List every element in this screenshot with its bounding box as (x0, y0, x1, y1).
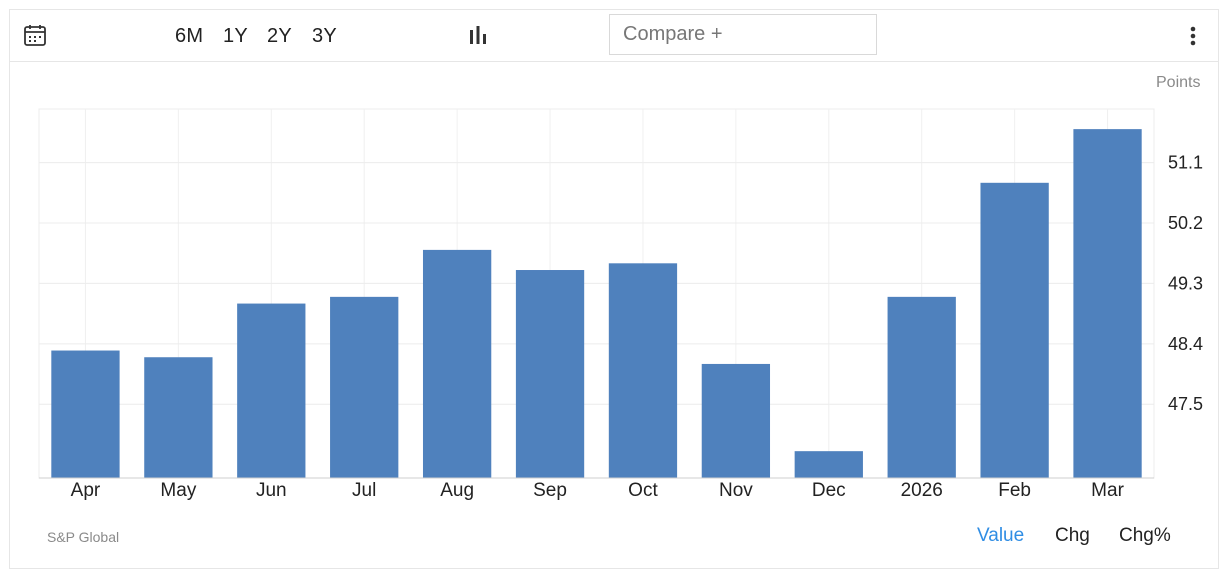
bar-oct (608, 263, 678, 478)
x-tick-label: Dec (812, 480, 846, 501)
x-tick-label: Sep (533, 480, 567, 501)
x-tick-label: 2026 (901, 480, 943, 501)
x-tick-label: Feb (998, 480, 1031, 501)
bar-2026 (887, 296, 956, 478)
range-6m-button[interactable]: 6M (175, 25, 204, 47)
bar-chart-icon[interactable] (467, 24, 489, 46)
chart-toolbar: 6M 1Y 2Y 3Y Compare + (9, 9, 1219, 62)
calendar-icon[interactable] (23, 23, 47, 47)
bar-nov (701, 363, 771, 478)
x-tick-label: Aug (440, 480, 474, 501)
bar-mar (1073, 129, 1142, 479)
range-1y-button[interactable]: 1Y (223, 25, 249, 47)
tab-chg[interactable]: Chg (1055, 525, 1090, 546)
x-tick-label: Nov (719, 480, 753, 501)
y-tick-label: 50.2 (1168, 213, 1203, 233)
y-tick-label: 48.4 (1168, 334, 1203, 354)
x-tick-label: Jun (256, 480, 287, 501)
x-tick-label: May (160, 480, 196, 501)
y-axis-unit-label: Points (1156, 74, 1201, 91)
x-tick-label: Mar (1091, 480, 1124, 501)
y-tick-label: 51.1 (1168, 153, 1203, 173)
range-3y-button[interactable]: 3Y (312, 25, 338, 47)
compare-input[interactable]: Compare + (609, 14, 877, 55)
bar-may (144, 357, 213, 478)
y-tick-label: 47.5 (1168, 394, 1203, 414)
source-label: S&P Global (47, 529, 120, 545)
bar-chart: 51.1 50.2 49.3 48.4 47.5 Apr May Jun Jul Aug Sep Oc… (38, 108, 1203, 501)
tab-chg-percent[interactable]: Chg% (1119, 525, 1171, 546)
vertical-dots-icon[interactable] (1185, 24, 1201, 48)
bar-feb (980, 182, 1049, 479)
x-tick-label: Jul (352, 480, 376, 501)
bar-sep (515, 270, 585, 478)
x-tick-label: Oct (628, 480, 658, 501)
bar-jun (237, 303, 306, 478)
x-tick-label: Apr (71, 480, 101, 501)
tab-value[interactable]: Value (977, 525, 1025, 546)
bar-dec (794, 451, 863, 478)
bar-aug (422, 249, 492, 478)
y-tick-label: 49.3 (1168, 273, 1203, 293)
range-2y-button[interactable]: 2Y (267, 25, 293, 47)
bar-jul (330, 296, 399, 478)
bar-apr (51, 350, 120, 478)
